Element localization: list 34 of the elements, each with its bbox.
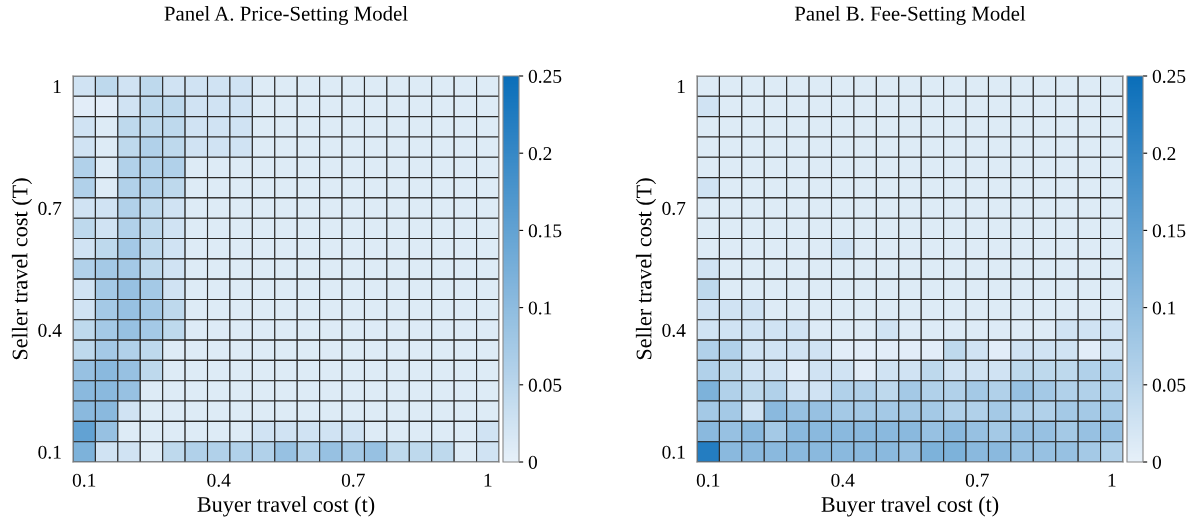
color-bar-label: 0.15 (528, 224, 562, 238)
color-bar-label: 0.1 (1152, 301, 1176, 315)
y-tick-label: 0.7 (662, 201, 686, 216)
y-axis-title: Seller travel cost (T) (635, 178, 657, 360)
color-bar-label: 0 (1152, 455, 1162, 469)
x-axis-title: Buyer travel cost (t) (821, 496, 999, 517)
x-tick-label: 0.1 (72, 473, 96, 487)
color-bar-label: 0.15 (1152, 224, 1186, 238)
color-bar-label: 0.2 (528, 147, 552, 161)
y-tick-label: 0.1 (662, 445, 685, 459)
x-tick-label: 0.7 (341, 473, 365, 487)
color-bar-label: 0.25 (528, 69, 562, 84)
y-tick-label: 0.4 (38, 323, 62, 337)
y-axis-title: Seller travel cost (T) (11, 178, 33, 360)
x-tick-label: 0.4 (831, 473, 855, 487)
chart-title: Panel A. Price-Setting Model (164, 5, 408, 25)
x-tick-label: 0.4 (207, 473, 231, 487)
y-tick-label: 0.4 (662, 323, 686, 337)
x-tick-label: 0.7 (965, 473, 989, 487)
color-bar-label: 0.2 (1152, 147, 1176, 161)
x-tick-label: 1 (484, 473, 492, 487)
y-tick-label: 0.1 (38, 445, 61, 459)
chart-title: Panel B. Fee-Setting Model (794, 5, 1026, 25)
color-bar-label: 0 (528, 455, 538, 469)
color-bar-label: 0.1 (528, 301, 552, 315)
color-bar-label: 0.05 (528, 378, 562, 392)
x-tick-label: 0.1 (696, 473, 720, 487)
y-tick-label: 1 (677, 80, 685, 93)
x-axis-title: Buyer travel cost (t) (197, 496, 375, 517)
y-tick-label: 0.7 (38, 201, 62, 216)
color-bar-label: 0.05 (1152, 378, 1186, 392)
color-bar-label: 0.25 (1152, 69, 1186, 84)
x-tick-label: 1 (1108, 473, 1116, 487)
y-tick-label: 1 (53, 80, 61, 93)
